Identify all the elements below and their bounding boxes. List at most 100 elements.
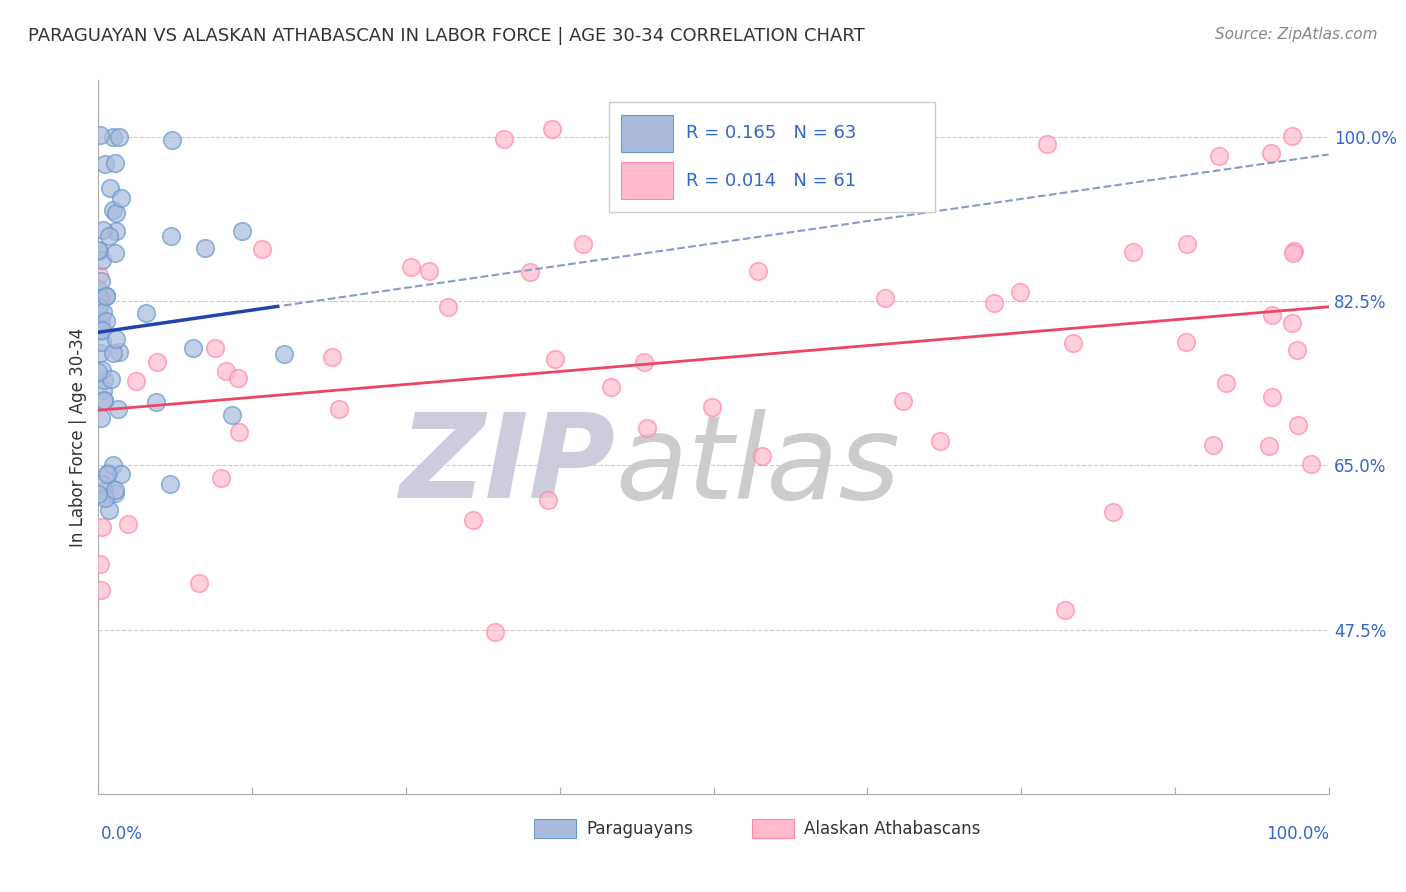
Point xyxy=(187,575,209,590)
Point xyxy=(399,260,422,275)
Y-axis label: In Labor Force | Age 30-34: In Labor Force | Age 30-34 xyxy=(69,327,87,547)
Point xyxy=(209,471,232,485)
Point xyxy=(89,324,111,338)
Point xyxy=(87,300,110,314)
Point xyxy=(97,467,120,481)
Point xyxy=(89,292,111,306)
Point xyxy=(89,558,111,572)
Point xyxy=(94,491,117,505)
Point xyxy=(273,347,295,361)
Point xyxy=(87,243,110,257)
Text: Paraguayans: Paraguayans xyxy=(586,820,693,838)
Point xyxy=(87,365,110,379)
Point xyxy=(226,371,249,385)
Point xyxy=(91,363,114,377)
Point xyxy=(484,625,506,640)
Point xyxy=(105,332,128,346)
Point xyxy=(107,401,129,416)
Text: 0.0%: 0.0% xyxy=(101,825,143,843)
Point xyxy=(110,467,132,481)
Point xyxy=(1102,505,1125,519)
Point xyxy=(1286,343,1309,357)
Point xyxy=(1299,457,1322,471)
Point xyxy=(544,351,567,366)
Bar xyxy=(534,819,576,838)
Point xyxy=(89,582,111,597)
Point xyxy=(107,345,129,359)
Bar xyxy=(621,114,673,152)
Point xyxy=(228,425,250,439)
Point xyxy=(1062,336,1084,351)
Point xyxy=(159,228,181,243)
Point xyxy=(418,263,440,277)
Point xyxy=(1260,146,1282,161)
Point xyxy=(87,283,110,297)
Point xyxy=(494,131,516,145)
Point xyxy=(1010,285,1032,299)
Point xyxy=(91,335,114,350)
Point xyxy=(600,379,623,393)
Point xyxy=(702,400,724,414)
Point xyxy=(101,202,124,217)
Point xyxy=(146,355,169,369)
Text: R = 0.165   N = 63: R = 0.165 N = 63 xyxy=(686,124,856,142)
Point xyxy=(91,305,114,319)
Point xyxy=(1261,308,1284,322)
Point xyxy=(93,373,115,387)
Point xyxy=(633,355,655,369)
Point xyxy=(89,128,111,143)
Point xyxy=(1282,244,1305,258)
Text: 100.0%: 100.0% xyxy=(1265,825,1329,843)
Point xyxy=(751,450,773,464)
Text: Source: ZipAtlas.com: Source: ZipAtlas.com xyxy=(1215,27,1378,42)
Point xyxy=(1175,237,1198,252)
Point xyxy=(616,142,638,156)
Point xyxy=(1175,334,1198,349)
Point xyxy=(875,291,897,305)
Point xyxy=(87,487,110,501)
Point xyxy=(94,314,117,328)
Point xyxy=(1281,128,1303,143)
Point xyxy=(90,274,112,288)
Point xyxy=(89,346,111,360)
Point xyxy=(87,303,110,318)
Point xyxy=(103,129,125,144)
Point xyxy=(107,129,129,144)
Text: atlas: atlas xyxy=(616,409,900,523)
Point xyxy=(160,133,183,147)
Point xyxy=(1053,603,1076,617)
Point xyxy=(541,122,564,136)
Point xyxy=(93,223,115,237)
Point xyxy=(215,364,238,378)
Point xyxy=(93,157,115,171)
Point xyxy=(104,486,127,500)
Point xyxy=(204,341,226,355)
Point xyxy=(145,394,167,409)
Point xyxy=(104,206,127,220)
Point xyxy=(181,341,204,355)
Point xyxy=(100,372,122,386)
Point xyxy=(93,392,115,407)
Text: ZIP: ZIP xyxy=(399,409,616,523)
Point xyxy=(135,306,157,320)
Point xyxy=(97,503,120,517)
Point xyxy=(159,476,181,491)
Point xyxy=(104,483,127,497)
Point xyxy=(91,384,114,398)
Point xyxy=(321,350,343,364)
Text: PARAGUAYAN VS ALASKAN ATHABASCAN IN LABOR FORCE | AGE 30-34 CORRELATION CHART: PARAGUAYAN VS ALASKAN ATHABASCAN IN LABO… xyxy=(28,27,865,45)
Point xyxy=(110,191,132,205)
Point xyxy=(1215,376,1237,390)
Point xyxy=(328,402,350,417)
Point xyxy=(90,314,112,328)
Point xyxy=(90,411,112,425)
Point xyxy=(104,224,127,238)
Point xyxy=(101,346,124,360)
Point xyxy=(572,236,595,251)
Point xyxy=(769,170,792,185)
Point xyxy=(90,323,112,337)
Point xyxy=(1036,136,1059,151)
Point xyxy=(1261,391,1284,405)
Point xyxy=(91,477,114,491)
Point xyxy=(1258,439,1281,453)
